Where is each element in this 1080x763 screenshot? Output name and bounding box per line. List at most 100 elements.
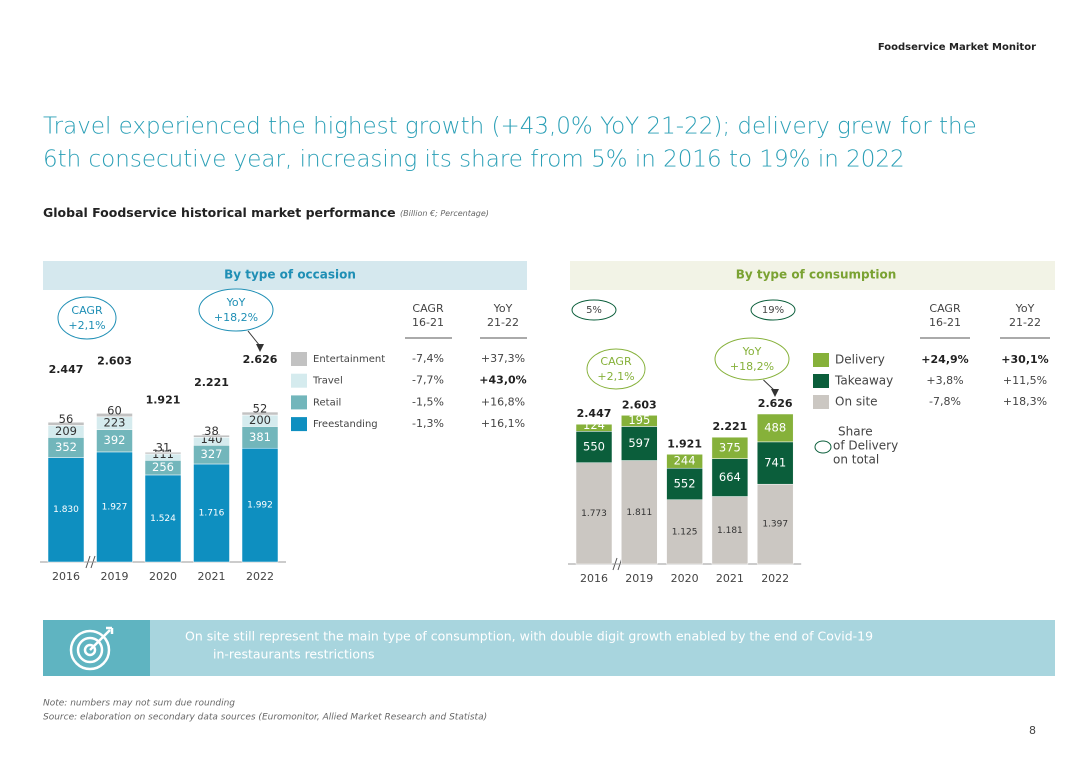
subtitle-note: (Billion €; Percentage) [400,209,489,218]
annotation-bubble [198,288,274,332]
table-cell: +11,5% [1003,374,1047,387]
table-header: CAGR [412,302,444,315]
share-label: 5% [586,305,602,316]
legend-label: Retail [313,397,341,408]
annotation-bubble [586,348,646,390]
value-label: 1.830 [53,505,79,515]
table-cell: -1,3% [412,417,444,430]
value-label: 550 [583,440,605,454]
x-tick-label: 2019 [625,572,653,585]
annotation-bubble [714,337,790,381]
subtitle: Global Foodservice historical market per… [43,205,489,220]
annotation-text: +2,1% [597,370,634,383]
legend-swatch [291,352,307,366]
annotation-text: YoY [742,345,762,358]
table-header: CAGR [929,302,961,315]
share-label: 19% [762,305,784,316]
bar-segment [666,499,703,565]
table-cell: -7,7% [412,374,444,387]
legend-label: Takeaway [834,374,893,388]
x-tick-label: 2020 [149,570,177,583]
legend-swatch [813,353,829,367]
legend-label: Delivery [835,353,885,367]
table-cell: +43,0% [479,374,526,387]
bar-segment [575,423,613,432]
subtitle-main: Global Foodservice historical market per… [43,205,396,220]
x-tick-label: 2016 [580,572,608,585]
banner [43,620,1055,676]
total-label: 2.447 [49,363,84,376]
total-label: 2.603 [97,354,132,367]
bar-segment [621,426,658,461]
title: Travel experienced the highest growth (+… [43,114,977,140]
table-cell: +37,3% [481,352,525,365]
annotation-text: CAGR [71,304,103,317]
value-label: 256 [152,460,174,474]
value-label: 1.927 [102,502,128,512]
value-label: 1.992 [247,501,273,511]
table-header: YoY [493,302,513,315]
section-bar [570,261,1055,290]
section-bar [43,261,527,290]
total-label: 1.921 [146,393,181,406]
bar-segment [193,434,230,438]
value-label: 1.181 [717,526,743,536]
x-tick-label: 2022 [761,572,789,585]
annotation-text: +18,2% [730,360,774,373]
legend-label: Travel [312,376,343,387]
annotation-text: +2,1% [68,319,105,332]
share-legend-text: on total [833,453,879,467]
total-label: 2.626 [243,353,278,366]
total-label: 1.921 [667,437,702,450]
x-tick-label: 2020 [671,572,699,585]
legend-label: Freestanding [313,419,378,430]
table-cell: +24,9% [921,353,968,366]
value-label: 1.397 [762,520,788,530]
share-legend-icon [814,440,832,454]
table-header: 21-22 [1009,316,1041,329]
value-label: 392 [104,433,126,447]
bar-segment [575,462,613,565]
value-label: 327 [201,447,223,461]
header: Foodservice Market Monitor [878,42,1036,53]
x-tick-label: 2021 [198,570,226,583]
value-label: 1.125 [672,527,698,537]
x-tick-label: 2022 [246,570,274,583]
table-cell: +30,1% [1001,353,1048,366]
value-label: 52 [253,402,268,416]
share-bubble [750,299,796,321]
bar-segment [711,436,749,459]
share-legend-text: Share [838,425,873,439]
share-legend-text: of Delivery [833,439,898,453]
table-header: YoY [1015,302,1035,315]
value-label: 1.773 [581,509,607,519]
share-bubble [571,299,617,321]
bar-segment [193,463,230,563]
source: Source: elaboration on secondary data so… [43,713,487,723]
bar-segment [621,415,658,427]
value-label: 124 [583,418,605,432]
annotation-arrow [247,330,261,347]
value-label: 664 [719,470,741,484]
bar-segment [96,413,133,418]
value-label: 31 [156,440,171,454]
table-header: 21-22 [487,316,519,329]
value-label: 552 [674,476,696,490]
value-label: 1.716 [199,508,225,518]
bar-segment [711,458,749,497]
total-label: 2.221 [713,420,748,433]
target-icon [69,626,114,671]
banner-text: in-restaurants restrictions [213,647,374,662]
table-cell: +16,8% [481,395,525,408]
table-header: 16-21 [929,316,961,329]
value-label: 597 [628,436,650,450]
value-label: 209 [55,424,77,438]
legend-label: On site [835,395,878,409]
legend-swatch [813,395,829,409]
table-header: 16-21 [412,316,444,329]
value-label: 38 [204,424,219,438]
value-label: 244 [674,454,696,468]
bar-segment [711,496,749,565]
value-label: 352 [55,440,77,454]
bar-segment [144,451,182,455]
